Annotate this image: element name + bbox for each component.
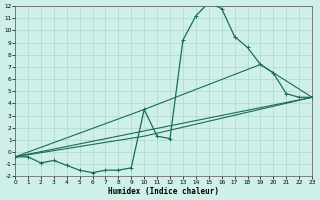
- X-axis label: Humidex (Indice chaleur): Humidex (Indice chaleur): [108, 187, 219, 196]
